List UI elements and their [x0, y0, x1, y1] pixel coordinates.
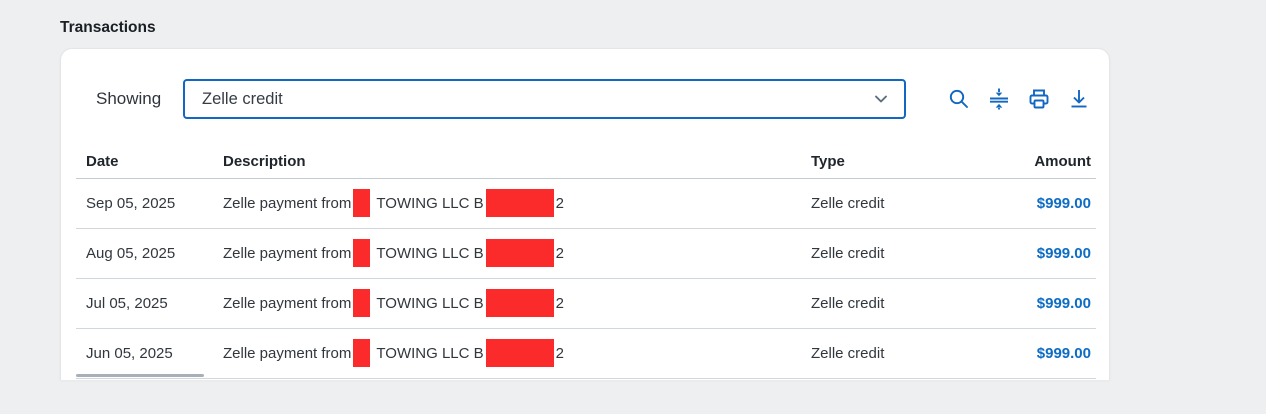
- transaction-description: Zelle payment from TOWING LLC B 2: [223, 228, 811, 279]
- transaction-description: Zelle payment from TOWING LLC B 2: [223, 328, 811, 379]
- description-text: 2: [555, 294, 564, 312]
- page-title: Transactions: [60, 19, 156, 36]
- table-row[interactable]: Jun 05, 2025 Zelle payment from TOWING LL…: [76, 328, 1096, 379]
- column-header-description: Description: [223, 144, 811, 179]
- transaction-filter-select[interactable]: Zelle credit: [183, 79, 906, 119]
- download-button[interactable]: [1067, 87, 1091, 111]
- transaction-description: Zelle payment from TOWING LLC B 2: [223, 278, 811, 329]
- description-text: 2: [555, 244, 564, 262]
- transaction-type: Zelle credit: [811, 228, 1021, 279]
- print-button[interactable]: [1027, 87, 1051, 111]
- transaction-type: Zelle credit: [811, 328, 1021, 379]
- filter-selected-value: Zelle credit: [202, 89, 283, 108]
- download-icon: [1067, 87, 1091, 111]
- column-header-date: Date: [76, 144, 223, 179]
- description-text: TOWING LLC B: [376, 344, 484, 362]
- transaction-amount[interactable]: $999.00: [1021, 228, 1096, 279]
- transaction-date: Jul 05, 2025: [76, 278, 223, 329]
- redaction-box: [485, 238, 554, 267]
- horizontal-scrollbar-thumb[interactable]: [76, 374, 204, 377]
- transactions-table: Date Description Type Amount Sep 05, 202…: [76, 144, 1096, 379]
- redaction-box: [485, 288, 554, 317]
- collapse-rows-icon: [987, 87, 1011, 111]
- table-row[interactable]: Jul 05, 2025 Zelle payment from TOWING LL…: [76, 278, 1096, 329]
- transaction-type: Zelle credit: [811, 278, 1021, 329]
- transaction-date: Aug 05, 2025: [76, 228, 223, 279]
- description-text: Zelle payment from: [223, 194, 352, 212]
- column-header-type: Type: [811, 144, 1021, 179]
- description-text: Zelle payment from: [223, 344, 352, 362]
- redaction-box: [353, 188, 371, 217]
- transactions-card: Showing Zelle credit: [60, 48, 1110, 380]
- description-text: 2: [555, 194, 564, 212]
- collapse-rows-button[interactable]: [987, 87, 1011, 111]
- transactions-toolbar: Showing Zelle credit: [61, 79, 1109, 119]
- transaction-description: Zelle payment from TOWING LLC B 2: [223, 178, 811, 229]
- showing-label: Showing: [96, 89, 162, 108]
- description-text: Zelle payment from: [223, 244, 352, 262]
- description-text: TOWING LLC B: [376, 194, 484, 212]
- redaction-box: [485, 338, 554, 367]
- transaction-amount[interactable]: $999.00: [1021, 178, 1096, 229]
- transaction-date: Sep 05, 2025: [76, 178, 223, 229]
- transaction-type: Zelle credit: [811, 178, 1021, 229]
- chevron-down-icon: [872, 90, 890, 108]
- redaction-box: [353, 288, 371, 317]
- search-icon: [947, 87, 971, 111]
- search-button[interactable]: [947, 87, 971, 111]
- redaction-box: [353, 338, 371, 367]
- description-text: Zelle payment from: [223, 294, 352, 312]
- redaction-box: [485, 188, 554, 217]
- toolbar-icons: [947, 87, 1091, 111]
- table-row[interactable]: Sep 05, 2025 Zelle payment from TOWING LL…: [76, 178, 1096, 229]
- description-text: 2: [555, 344, 564, 362]
- redaction-box: [353, 238, 371, 267]
- description-text: TOWING LLC B: [376, 294, 484, 312]
- table-row[interactable]: Aug 05, 2025 Zelle payment from TOWING LL…: [76, 228, 1096, 279]
- transaction-amount[interactable]: $999.00: [1021, 278, 1096, 329]
- table-header-row: Date Description Type Amount: [76, 144, 1096, 179]
- transaction-date: Jun 05, 2025: [76, 328, 223, 379]
- column-header-amount: Amount: [1021, 144, 1096, 179]
- print-icon: [1027, 87, 1051, 111]
- description-text: TOWING LLC B: [376, 244, 484, 262]
- transaction-amount[interactable]: $999.00: [1021, 328, 1096, 379]
